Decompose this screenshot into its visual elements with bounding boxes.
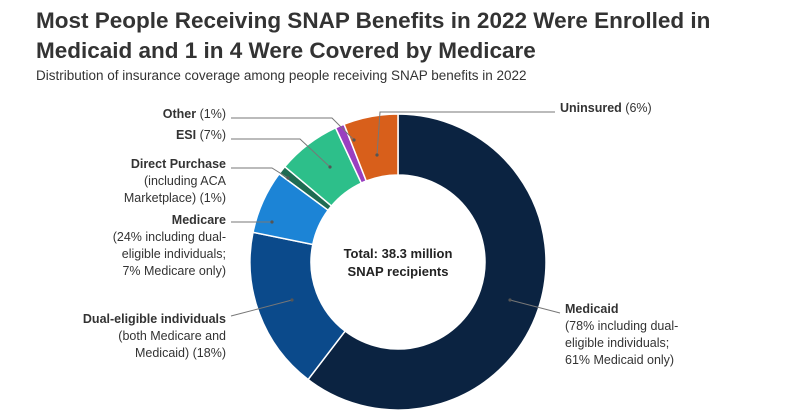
leader-line-dual-eligible-individuals <box>230 299 293 317</box>
leader-line-other <box>231 117 355 141</box>
label-medicare: Medicare (24% including dual-eligible ind… <box>113 213 226 278</box>
chart-subtitle: Distribution of insurance coverage among… <box>36 68 527 83</box>
leader-line-uninsured <box>376 111 555 156</box>
label-esi: ESI (7%) <box>176 128 226 142</box>
leader-dot-esi <box>328 165 332 169</box>
chart-title-line-2: Medicaid and 1 in 4 Were Covered by Medi… <box>36 38 536 63</box>
leader-line-medicaid <box>509 299 561 314</box>
leader-dot-uninsured <box>375 153 379 157</box>
leader-dot-other <box>352 138 356 142</box>
label-other: Other (1%) <box>163 107 226 121</box>
leader-line-direct-purchase <box>231 167 289 179</box>
center-label-line-2: SNAP recipients <box>348 264 449 279</box>
leader-dot-medicare <box>270 220 274 224</box>
chart-title: Most People Receiving SNAP Benefits in 2… <box>36 6 796 66</box>
leader-dot-direct-purchase <box>286 176 290 180</box>
label-dual-eligible-individuals: Dual-eligible individuals (both Medicare … <box>83 312 226 360</box>
slice-medicaid <box>307 113 547 411</box>
label-medicaid: Medicaid (78% including dual-eligible ind… <box>565 302 678 367</box>
label-uninsured: Uninsured (6%) <box>560 101 652 115</box>
slice-uninsured <box>343 113 399 182</box>
leader-dot-dual-eligible-individuals <box>290 298 294 302</box>
leader-line-esi <box>231 138 331 168</box>
label-direct-purchase: Direct Purchase (including ACA Marketplace… <box>124 157 227 205</box>
center-label-line-1: Total: 38.3 million <box>344 246 453 261</box>
leader-dot-medicaid <box>508 298 512 302</box>
chart-title-line-1: Most People Receiving SNAP Benefits in 2… <box>36 8 711 33</box>
